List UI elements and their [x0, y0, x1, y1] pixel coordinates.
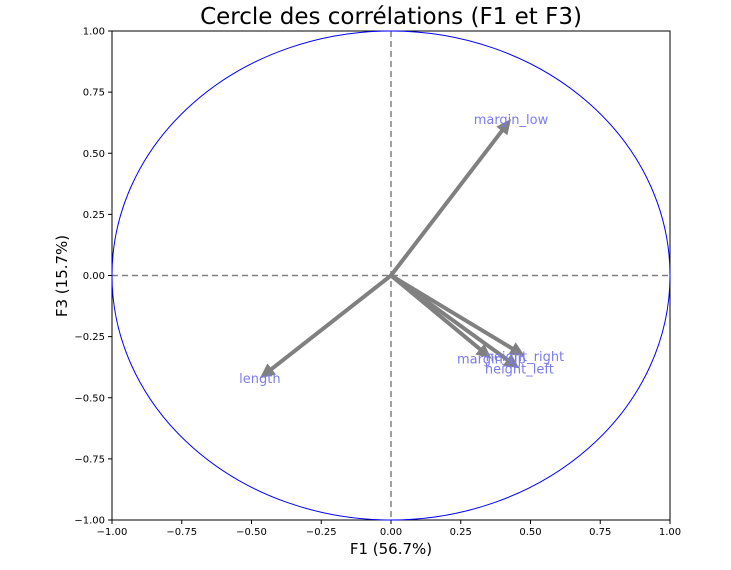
vector-arrowhead-margin_low: [496, 119, 511, 136]
y-tick-label: −0.25: [74, 332, 105, 343]
vector-arrowhead-length: [259, 363, 276, 379]
x-tick-label: −1.00: [97, 527, 128, 538]
vector-label-margin_low: margin_low: [474, 113, 549, 128]
vector-label-height_right: height_right: [486, 350, 564, 365]
vector-arrowhead-margin_up: [475, 343, 492, 359]
y-tick-label: −0.50: [74, 393, 105, 404]
y-axis-label: F3 (15.7%): [53, 235, 71, 317]
y-tick-label: −0.75: [74, 454, 105, 465]
x-axis-label: F1 (56.7%): [350, 540, 432, 558]
x-tick-label: −0.75: [166, 527, 197, 538]
x-tick-label: −0.50: [236, 527, 267, 538]
vector-label-margin_up: margin_up: [457, 353, 526, 368]
vector-arrow-margin_low: [389, 128, 504, 278]
y-tick-label: 1.00: [83, 27, 105, 38]
vector-arrow-height_left: [389, 273, 510, 362]
y-tick-label: 0.00: [83, 271, 105, 282]
vector-label-height_left: height_left: [485, 362, 554, 377]
y-tick-label: 0.25: [83, 210, 105, 221]
unit-circle: [111, 30, 671, 521]
y-axis-ticks: −1.00 −0.75 −0.50 −0.25 0.00 0.25 0.50 0.75 1.00: [74, 27, 112, 527]
x-tick-label: 0.00: [380, 527, 402, 538]
vector-label-length: length: [239, 372, 280, 387]
vector-arrowhead-height_left: [503, 353, 520, 369]
vectors-group: [259, 119, 525, 379]
y-tick-label: −1.00: [74, 516, 105, 527]
x-axis-ticks: −1.00 −0.75 −0.50 −0.25 0.00 0.25 0.50 0.75 1.00: [97, 520, 681, 538]
x-tick-label: 1.00: [659, 527, 681, 538]
x-tick-label: 0.25: [450, 527, 472, 538]
y-tick-label: 0.75: [83, 88, 105, 99]
chart-title: Cercle des corrélations (F1 et F3): [200, 4, 582, 30]
x-tick-label: 0.75: [589, 527, 611, 538]
vector-arrow-length: [269, 273, 393, 371]
x-tick-label: 0.50: [519, 527, 541, 538]
x-tick-label: −0.25: [306, 527, 337, 538]
y-tick-label: 0.50: [83, 149, 105, 160]
vector-arrowhead-height_right: [508, 342, 525, 357]
